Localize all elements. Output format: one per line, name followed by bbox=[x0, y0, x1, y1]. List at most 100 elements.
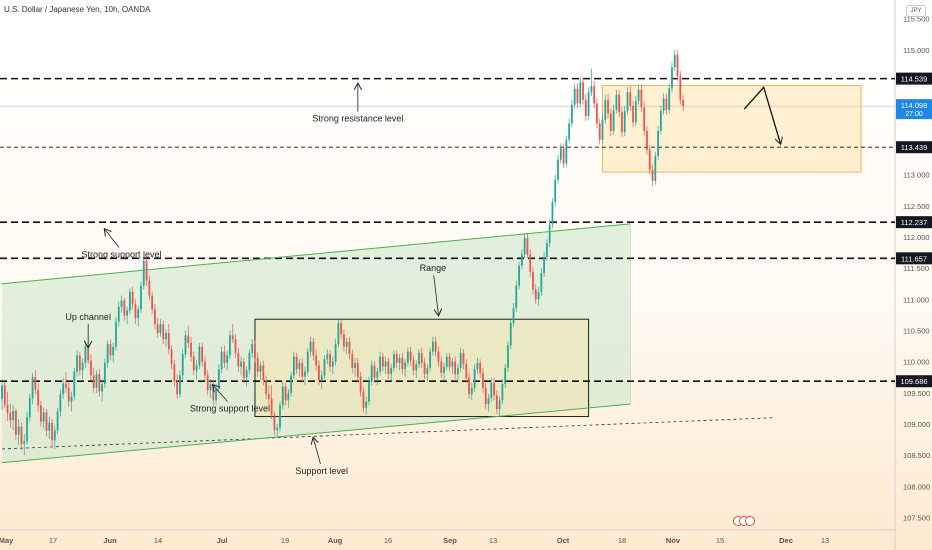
candle-body bbox=[3, 385, 6, 405]
candle bbox=[65, 372, 67, 393]
candle-body bbox=[259, 365, 262, 372]
annotation-label[interactable]: Strong resistance level bbox=[312, 114, 403, 124]
economic-events[interactable] bbox=[733, 516, 755, 526]
candle bbox=[315, 349, 318, 371]
candle bbox=[170, 345, 173, 370]
candle bbox=[651, 164, 654, 186]
candle bbox=[370, 360, 373, 386]
candle-body bbox=[220, 351, 223, 370]
candle-body bbox=[509, 322, 512, 346]
candle-body bbox=[184, 335, 187, 355]
candle bbox=[601, 114, 604, 144]
candle-body bbox=[51, 422, 53, 441]
last-price-label: 114.098 bbox=[901, 101, 928, 110]
candle bbox=[90, 354, 92, 381]
candle bbox=[668, 83, 671, 114]
time-tick-label: 17 bbox=[49, 536, 57, 545]
price-level-badge[interactable] bbox=[896, 141, 932, 154]
candle bbox=[198, 342, 201, 370]
price-level-badge[interactable] bbox=[896, 252, 932, 265]
candle bbox=[245, 366, 248, 387]
time-tick-label: Dec bbox=[779, 536, 793, 545]
candle bbox=[231, 324, 234, 343]
candle bbox=[154, 304, 156, 330]
time-axis[interactable]: May 17 Jun 14 Jul 19 Aug 16 Sep 13 Oct 18 Nov 15 Dec 13 bbox=[0, 536, 829, 545]
candle-body bbox=[304, 371, 306, 377]
candle-body bbox=[101, 384, 103, 392]
projection-arrow[interactable] bbox=[743, 85, 780, 143]
candle bbox=[565, 135, 568, 168]
candle-body bbox=[626, 92, 629, 111]
candle-body bbox=[209, 384, 212, 391]
channel-upper-line[interactable] bbox=[1, 223, 631, 285]
candle bbox=[145, 256, 148, 286]
last-price-badge[interactable] bbox=[896, 99, 932, 120]
candle bbox=[640, 84, 643, 113]
candle bbox=[173, 360, 176, 387]
candle-body bbox=[515, 285, 518, 309]
candle-body bbox=[490, 382, 493, 398]
time-tick-label: 16 bbox=[384, 536, 392, 545]
candle bbox=[265, 375, 267, 400]
price-level-badge[interactable] bbox=[896, 375, 932, 388]
candle-body bbox=[582, 82, 584, 100]
price-level-badge[interactable] bbox=[896, 72, 932, 85]
candle-body bbox=[334, 344, 337, 362]
drawing-overlays[interactable] bbox=[1, 85, 780, 464]
top-range-box[interactable] bbox=[601, 84, 862, 173]
candle bbox=[354, 357, 356, 377]
channel-lower-line[interactable] bbox=[1, 403, 631, 464]
candle-body bbox=[76, 355, 78, 372]
candle-body bbox=[673, 54, 676, 68]
candle bbox=[381, 352, 384, 372]
candle-body bbox=[318, 365, 320, 381]
candle-body bbox=[398, 357, 401, 363]
candle bbox=[73, 367, 76, 401]
price-level-badge[interactable] bbox=[896, 216, 932, 229]
annotation-label[interactable]: Up channel bbox=[65, 312, 111, 322]
candle bbox=[51, 419, 53, 446]
candle bbox=[443, 362, 445, 381]
candle bbox=[295, 352, 298, 375]
candle-body bbox=[657, 130, 659, 156]
candle bbox=[501, 379, 504, 405]
event-icon[interactable] bbox=[745, 516, 755, 526]
candle-body bbox=[482, 372, 484, 388]
candle-body bbox=[251, 344, 254, 353]
candle-body bbox=[393, 354, 395, 368]
annotation-label[interactable]: Range bbox=[420, 263, 447, 273]
candle bbox=[137, 305, 140, 327]
candle bbox=[53, 425, 56, 449]
candle-body bbox=[395, 354, 398, 363]
currency-badge[interactable]: JPY bbox=[906, 5, 926, 17]
candle-body bbox=[134, 304, 137, 318]
candle-body bbox=[465, 364, 468, 378]
candle-body bbox=[201, 346, 204, 362]
candle bbox=[448, 352, 451, 372]
support-trendline[interactable] bbox=[1, 417, 773, 450]
time-tick-label: Nov bbox=[666, 536, 681, 545]
price-axis[interactable]: 115.500115.000114.500114.000113.500113.0… bbox=[896, 15, 932, 523]
horizontal-levels[interactable] bbox=[0, 77, 895, 450]
annotation-label[interactable]: Support level bbox=[295, 466, 348, 476]
annotation-label[interactable]: Strong support level bbox=[190, 404, 270, 414]
candle-body bbox=[120, 300, 123, 307]
candle-body bbox=[229, 335, 231, 356]
candle bbox=[34, 370, 37, 395]
candle bbox=[398, 354, 401, 371]
candle bbox=[648, 144, 651, 175]
price-tick-label: 111.000 bbox=[903, 295, 929, 304]
candle-body bbox=[31, 377, 34, 398]
candle-body bbox=[470, 387, 473, 395]
up-channel-fill bbox=[2, 223, 631, 463]
candle bbox=[593, 81, 596, 109]
annotation-label[interactable]: Strong support level bbox=[82, 250, 162, 260]
candle-body bbox=[348, 341, 351, 355]
text-annotations[interactable]: Strong resistance level Strong support le… bbox=[65, 84, 446, 476]
candle bbox=[134, 299, 137, 325]
candle-body bbox=[637, 89, 640, 102]
candle-body bbox=[568, 123, 571, 140]
candle-body bbox=[634, 101, 637, 123]
candle-body bbox=[242, 361, 245, 378]
